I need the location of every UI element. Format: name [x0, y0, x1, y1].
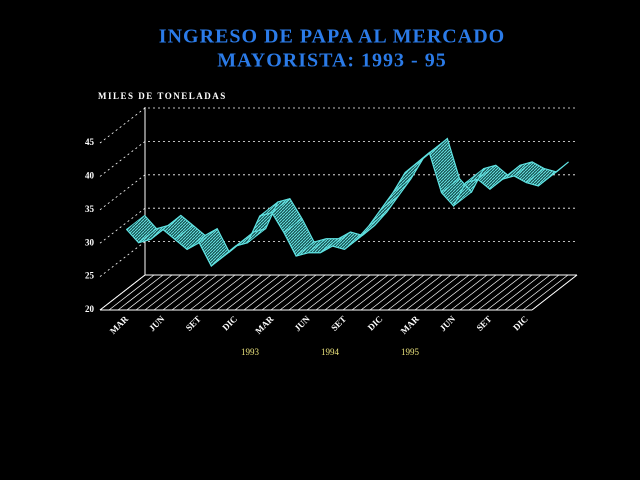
floor-hatch: [486, 274, 533, 311]
y-tick-label: 35: [85, 204, 95, 214]
floor-hatch: [153, 274, 200, 311]
grid-line: [99, 241, 577, 277]
y-axis-label: MILES DE TONELADAS: [98, 91, 227, 101]
x-tick-label: SET: [329, 314, 348, 333]
ribbon-segment: [392, 158, 424, 193]
floor-hatch: [234, 274, 281, 311]
floor-hatch: [531, 274, 578, 311]
x-tick-label: MAR: [253, 313, 276, 336]
x-tick-label: DIC: [511, 314, 530, 333]
chart-title: MAYORISTA: 1993 - 95: [217, 50, 446, 72]
floor-hatch: [216, 274, 263, 311]
y-tick-label: 40: [85, 170, 95, 180]
x-tick-label: MAR: [108, 313, 131, 336]
y-tick-label: 25: [85, 271, 95, 281]
floor-hatch: [117, 274, 164, 311]
floor-hatch: [405, 274, 452, 311]
x-tick-label: SET: [184, 314, 203, 333]
floor-hatch: [189, 274, 236, 311]
floor-hatch: [342, 274, 389, 311]
x-tick-label: MAR: [399, 313, 422, 336]
grid-line: [99, 174, 577, 211]
ribbon-edge: [144, 137, 569, 254]
floor-hatch: [477, 274, 524, 311]
floor-hatch: [144, 274, 191, 311]
x-tick-label: DIC: [366, 314, 385, 333]
floor-hatch: [252, 274, 299, 311]
year-label: 1995: [401, 347, 420, 357]
floor-hatch: [513, 274, 560, 311]
floor-hatch: [396, 274, 443, 311]
floor-hatch: [270, 274, 317, 311]
x-tick-label: JUN: [147, 313, 167, 333]
floor-hatch: [432, 274, 479, 311]
floor-hatch: [288, 274, 335, 311]
floor-hatch: [351, 274, 398, 311]
grid-line: [99, 107, 577, 144]
ribbon-segment: [368, 195, 400, 227]
floor-hatch: [261, 274, 308, 311]
grid-line: [99, 274, 577, 311]
ribbon-segment: [380, 178, 412, 210]
floor-hatch: [135, 274, 182, 311]
year-label: 1993: [241, 347, 260, 357]
floor-hatch: [522, 274, 569, 311]
x-tick-label: JUN: [292, 313, 312, 333]
floor-hatch: [315, 274, 362, 311]
floor-hatch: [297, 274, 344, 311]
floor-hatch: [180, 274, 227, 311]
floor-hatch: [369, 274, 416, 311]
floor-hatch: [387, 274, 434, 311]
chart-title: INGRESO DE PAPA AL MERCADO: [159, 26, 505, 48]
y-tick-label: 20: [85, 304, 95, 314]
grid-line: [99, 141, 577, 177]
floor-hatch: [225, 274, 272, 311]
floor-hatch: [108, 274, 155, 311]
floor-hatch: [441, 274, 488, 311]
floor-hatch: [279, 274, 326, 311]
floor-hatch: [378, 274, 425, 311]
ribbon-edge: [126, 151, 551, 268]
floor-hatch: [414, 274, 461, 311]
floor-hatch: [459, 274, 506, 311]
x-tick-label: SET: [474, 314, 493, 333]
grid-line: [99, 207, 577, 244]
year-label: 1994: [321, 347, 340, 357]
floor-hatch: [423, 274, 470, 311]
y-tick-label: 45: [85, 137, 95, 147]
floor-hatch: [171, 274, 218, 311]
floor-hatch: [99, 274, 146, 311]
floor-hatch: [126, 274, 173, 311]
floor-hatch: [468, 274, 515, 311]
floor-hatch: [504, 274, 551, 311]
floor-hatch: [333, 274, 380, 311]
floor-hatch: [360, 274, 407, 311]
floor-hatch: [495, 274, 542, 311]
ribbon-segment: [477, 164, 509, 190]
x-tick-label: DIC: [220, 314, 239, 333]
floor-hatch: [324, 274, 371, 311]
floor-hatch: [162, 274, 209, 311]
floor-hatch: [306, 274, 353, 311]
x-tick-label: JUN: [438, 313, 458, 333]
floor-hatch: [198, 274, 245, 311]
y-tick-label: 30: [85, 237, 95, 247]
floor-hatch: [243, 274, 290, 311]
floor-hatch: [207, 274, 254, 311]
floor-hatch: [450, 274, 497, 311]
